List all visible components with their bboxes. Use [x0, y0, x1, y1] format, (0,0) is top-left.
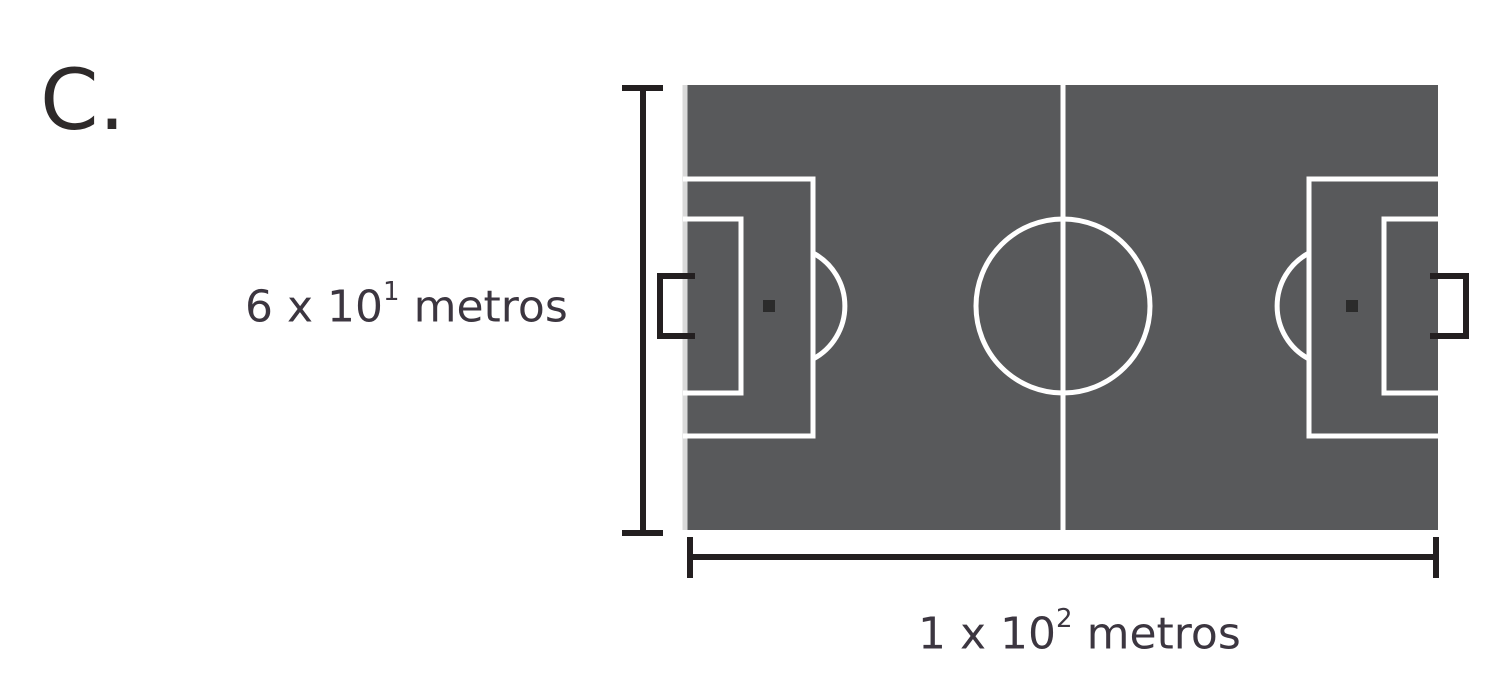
- left-penalty-arc: [811, 250, 848, 362]
- left-penalty-spot: [763, 300, 775, 312]
- height-unit: metros: [413, 281, 568, 333]
- width-exponent: 2: [1056, 604, 1073, 634]
- left-goal: [657, 273, 695, 339]
- width-unit: metros: [1086, 608, 1241, 660]
- option-letter: C.: [40, 51, 126, 149]
- right-penalty-spot: [1346, 300, 1358, 312]
- width-base: 10: [1000, 608, 1057, 660]
- height-mantissa: 6: [245, 281, 273, 333]
- pitch-markings: [683, 85, 1438, 530]
- right-goal: [1430, 273, 1469, 339]
- left-goal-area: [683, 216, 744, 396]
- center-circle: [973, 216, 1153, 396]
- height-exponent: 1: [383, 277, 400, 307]
- width-dimension-bracket: [687, 537, 1439, 578]
- width-times-sign: x: [960, 608, 987, 660]
- left-penalty-area: [683, 176, 816, 439]
- height-dimension-bracket: [622, 85, 663, 536]
- right-goal-area: [1381, 216, 1438, 396]
- right-penalty-area: [1306, 176, 1438, 439]
- width-dimension-label: 1 x 102 metros: [918, 606, 1241, 660]
- right-penalty-arc: [1274, 250, 1311, 362]
- width-mantissa: 1: [918, 608, 946, 660]
- height-base: 10: [327, 281, 384, 333]
- height-dimension-label: 6 x 101 metros: [245, 279, 568, 333]
- height-times-sign: x: [287, 281, 314, 333]
